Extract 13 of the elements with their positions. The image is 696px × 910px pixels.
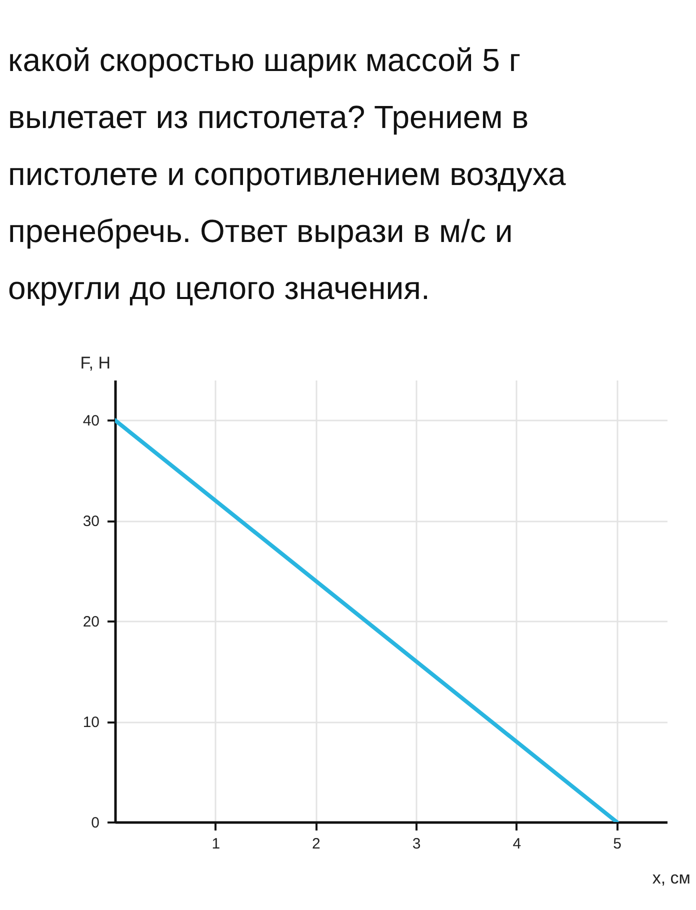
x-axis-title: x, см xyxy=(652,868,690,888)
y-tick-label: 0 xyxy=(91,814,100,832)
y-tick-label: 10 xyxy=(82,714,100,732)
x-tick-label: 3 xyxy=(412,836,421,852)
chart-title: какой скоростью шарик массой 5 г вылетает из пистолета? Трением в пистолете и сопротивлением воздуха пренебречь. Ответ вырази в м/с и округли до целого значения. xyxy=(8,42,566,306)
y-axis-title: F, Н xyxy=(80,354,110,372)
y-tick-label: 20 xyxy=(82,614,100,631)
x-tick-label: 5 xyxy=(613,836,622,852)
y-tick-label: 30 xyxy=(82,513,100,530)
y-tick-label: 40 xyxy=(82,412,100,430)
x-tick-label: 1 xyxy=(212,836,220,852)
x-tick-label: 4 xyxy=(512,836,522,852)
x-tick-label: 2 xyxy=(312,836,320,852)
